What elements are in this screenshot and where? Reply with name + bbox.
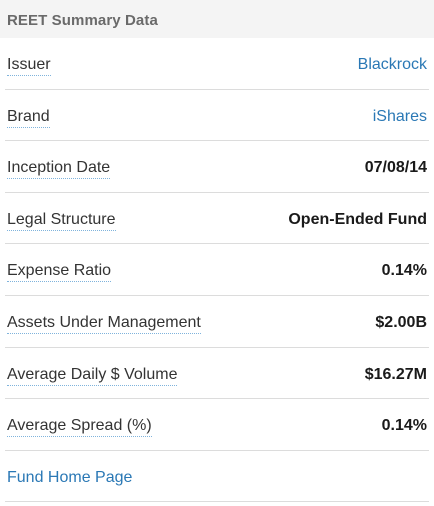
expense-ratio-value: 0.14% <box>381 262 427 280</box>
aum-value: $2.00B <box>375 313 427 331</box>
row-average-daily-volume: Average Daily $ Volume $16.27M <box>5 348 429 400</box>
avg-daily-volume-value: $16.27M <box>364 365 427 383</box>
row-average-spread: Average Spread (%) 0.14% <box>5 399 429 451</box>
avg-spread-label[interactable]: Average Spread (%) <box>7 416 152 438</box>
inception-date-value: 07/08/14 <box>364 159 427 177</box>
avg-daily-volume-label[interactable]: Average Daily $ Volume <box>7 365 178 386</box>
issuer-link[interactable]: Blackrock <box>357 56 427 73</box>
row-expense-ratio: Expense Ratio 0.14% <box>5 244 429 296</box>
row-assets-under-management: Assets Under Management $2.00B <box>5 296 429 348</box>
avg-spread-value: 0.14% <box>381 417 427 435</box>
row-fund-home-page: Fund Home Page <box>5 451 429 503</box>
fund-home-page-link[interactable]: Fund Home Page <box>7 468 133 486</box>
issuer-label[interactable]: Issuer <box>7 55 51 76</box>
aum-label[interactable]: Assets Under Management <box>7 313 201 334</box>
brand-link[interactable]: iShares <box>372 107 427 125</box>
row-inception-date: Inception Date 07/08/14 <box>5 141 429 193</box>
row-legal-structure: Legal Structure Open-Ended Fund <box>5 193 429 245</box>
expense-ratio-label[interactable]: Expense Ratio <box>7 261 112 283</box>
legal-structure-value: Open-Ended Fund <box>288 210 427 228</box>
panel-title: REET Summary Data <box>0 0 434 38</box>
legal-structure-label[interactable]: Legal Structure <box>7 210 116 231</box>
inception-date-label[interactable]: Inception Date <box>7 158 111 180</box>
summary-table: Issuer Blackrock Brand iShares Inception… <box>5 38 429 503</box>
brand-label[interactable]: Brand <box>7 107 50 128</box>
row-brand: Brand iShares <box>5 90 429 142</box>
row-issuer: Issuer Blackrock <box>5 38 429 90</box>
